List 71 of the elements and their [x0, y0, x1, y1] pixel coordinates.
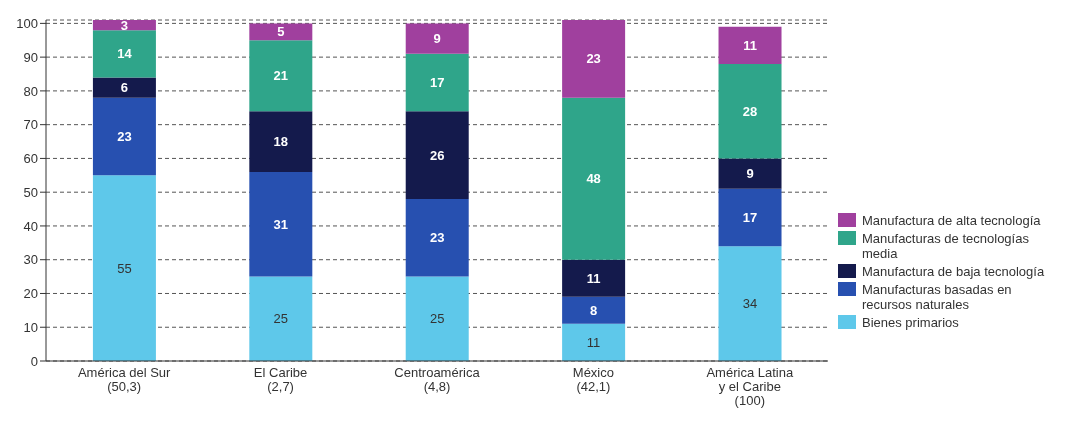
bar: [249, 111, 313, 172]
bar: [405, 198, 469, 277]
bar: [92, 175, 156, 361]
x-tick-label: América del Sur (50,3): [77, 365, 172, 394]
legend-label: Manufacturas de tecnologías media: [862, 231, 1030, 261]
data-label: 31: [273, 216, 289, 232]
bar: [562, 97, 626, 260]
y-tick-label: 30: [23, 252, 38, 268]
data-label: 23: [117, 129, 132, 145]
data-label: 11: [586, 335, 601, 351]
bar: [718, 188, 782, 247]
data-label: 25: [273, 311, 289, 327]
legend-label: Manufactura de alta tecnología: [862, 213, 1042, 228]
x-tick-label: Centroamérica (4,8): [394, 365, 481, 394]
data-label: 8: [590, 302, 598, 318]
data-label: 9: [433, 31, 441, 47]
data-label: 21: [273, 68, 289, 84]
x-tick-label: América Latina y el Caribe (100): [706, 365, 794, 408]
bar: [562, 259, 626, 297]
bar: [718, 26, 782, 64]
bar: [92, 97, 156, 176]
bar: [249, 23, 313, 41]
data-label: 11: [743, 37, 757, 53]
data-label: 11: [586, 270, 601, 286]
bar: [92, 30, 156, 78]
legend-label: Manufactura de baja tecnología: [862, 264, 1046, 279]
bar: [562, 323, 626, 361]
bar: [718, 246, 782, 361]
data-label: 26: [429, 147, 445, 163]
y-tick-label: 100: [16, 15, 38, 31]
data-label: 17: [429, 75, 445, 91]
data-label: 23: [429, 230, 445, 246]
y-tick-label: 0: [30, 353, 38, 369]
data-label: 25: [429, 311, 445, 327]
y-tick-label: 50: [23, 184, 38, 200]
y-tick-label: 40: [23, 218, 38, 234]
bar: [405, 111, 469, 199]
bar: [405, 276, 469, 361]
x-tick-label: El Caribe (2,7): [253, 365, 308, 394]
legend-label: Manufacturas basadas en recursos naturales: [862, 282, 1013, 312]
y-tick-label: 60: [23, 151, 38, 167]
bar: [92, 77, 156, 98]
data-label: 23: [586, 51, 601, 67]
data-label: 6: [120, 80, 129, 96]
bar: [718, 158, 782, 189]
bar: [718, 63, 782, 159]
bar: [405, 23, 469, 54]
data-label: 34: [742, 296, 758, 312]
y-tick-label: 70: [23, 117, 38, 133]
data-label: 9: [746, 166, 754, 182]
data-label: 3: [120, 17, 129, 33]
data-label: 14: [117, 46, 133, 62]
x-tick-label: México (42,1): [572, 365, 614, 394]
bar: [249, 171, 313, 277]
bar: [249, 40, 313, 112]
y-tick-label: 90: [23, 49, 38, 65]
bar: [562, 296, 626, 324]
data-label: 28: [742, 103, 758, 119]
bar: [249, 276, 313, 361]
y-tick-label: 10: [23, 319, 38, 335]
data-label: 18: [273, 134, 289, 150]
y-tick-label: 20: [23, 286, 38, 302]
y-tick-label: 80: [23, 83, 38, 99]
legend-label: Bienes primarios: [862, 315, 960, 330]
data-label: 55: [117, 260, 132, 276]
data-label: 48: [586, 171, 601, 187]
bar: [562, 20, 626, 98]
bar: [92, 20, 156, 31]
data-label: 17: [742, 210, 758, 226]
bar: [405, 53, 469, 112]
data-label: 5: [277, 24, 285, 40]
